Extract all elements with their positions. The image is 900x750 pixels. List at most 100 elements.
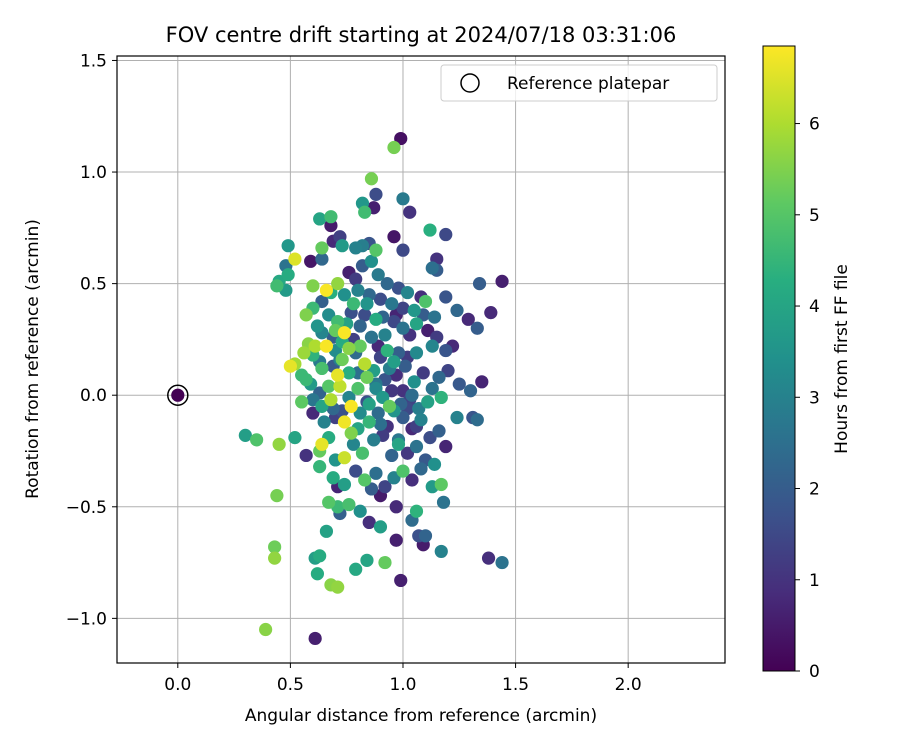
data-point <box>427 310 442 324</box>
data-point <box>337 288 352 302</box>
data-points <box>238 131 509 646</box>
data-point <box>396 321 410 335</box>
data-point <box>364 254 379 268</box>
data-point <box>364 172 379 186</box>
data-point <box>398 359 412 373</box>
data-point <box>387 471 401 485</box>
data-point <box>481 551 496 565</box>
data-point <box>409 439 424 454</box>
y-axis-label: Rotation from reference (arcmin) <box>23 219 43 499</box>
data-point <box>288 252 302 266</box>
data-point <box>326 471 340 485</box>
x-tick-label: 0.5 <box>277 675 304 695</box>
data-point <box>308 631 322 646</box>
data-point <box>364 330 379 344</box>
data-point <box>389 500 403 514</box>
y-tick-label: 1.0 <box>80 163 107 183</box>
data-point <box>315 437 329 451</box>
data-point <box>439 290 453 304</box>
data-point <box>423 223 437 237</box>
colorbar-ticks: 0 1 2 3 4 5 6 <box>795 115 820 682</box>
legend-marker-circle-icon <box>460 73 480 93</box>
data-point <box>371 406 385 420</box>
y-tick-label: 0.5 <box>80 275 107 295</box>
data-point <box>313 212 327 226</box>
data-point <box>418 529 433 543</box>
data-point <box>378 480 392 494</box>
data-point <box>394 573 408 588</box>
data-point <box>434 477 448 492</box>
data-point <box>358 205 372 219</box>
data-point <box>337 415 352 429</box>
data-point <box>299 448 313 463</box>
data-point <box>470 321 484 335</box>
data-point <box>337 451 352 465</box>
data-point <box>351 283 365 297</box>
data-point <box>378 328 392 342</box>
data-point <box>405 473 419 487</box>
data-point <box>376 390 390 405</box>
data-point <box>342 366 356 380</box>
data-point <box>337 477 352 492</box>
data-point <box>425 381 439 396</box>
colorbar-tick-label: 0 <box>809 662 820 682</box>
data-point <box>322 495 336 509</box>
data-point <box>369 381 383 396</box>
data-point <box>452 377 466 391</box>
y-tick-label: −1.0 <box>66 609 107 629</box>
data-point <box>270 279 284 293</box>
data-point <box>387 355 401 369</box>
data-point <box>281 239 295 253</box>
plot-frame <box>116 55 726 664</box>
data-point <box>421 395 435 409</box>
data-point <box>272 437 286 451</box>
data-point <box>409 317 424 331</box>
data-point <box>380 277 394 291</box>
data-point <box>414 462 428 476</box>
data-point <box>439 227 453 242</box>
legend: Reference platepar <box>440 64 718 102</box>
data-point <box>405 388 419 402</box>
data-point <box>342 497 356 512</box>
x-axis-ticks: 0.0 0.5 1.0 1.5 2.0 <box>164 663 642 695</box>
data-point <box>439 343 453 358</box>
data-point <box>407 303 421 318</box>
data-point <box>385 384 399 398</box>
data-point <box>394 131 408 146</box>
data-point <box>351 381 365 396</box>
data-point <box>238 428 252 442</box>
y-tick-label: 1.5 <box>80 51 107 71</box>
colorbar: 0 1 2 3 4 5 6 Hours from first FF file <box>762 45 852 682</box>
data-point <box>414 413 428 427</box>
data-point <box>295 395 309 409</box>
legend-box <box>440 64 718 102</box>
colorbar-tick-label: 6 <box>809 115 820 135</box>
data-point <box>342 341 356 355</box>
data-point <box>355 446 370 460</box>
data-point <box>387 140 401 155</box>
data-point <box>346 297 361 311</box>
legend-entry-reference-platepar: Reference platepar <box>507 74 669 94</box>
data-point <box>331 580 345 594</box>
data-point <box>396 243 410 257</box>
data-point <box>259 622 273 637</box>
data-point <box>380 343 394 358</box>
data-point <box>369 187 383 201</box>
data-point <box>358 357 372 371</box>
data-point <box>360 297 374 311</box>
data-point <box>304 254 318 268</box>
data-point <box>322 379 336 393</box>
colorbar-tick-label: 4 <box>809 297 820 317</box>
data-point <box>495 274 509 288</box>
data-point <box>439 439 453 454</box>
x-tick-label: 2.0 <box>615 675 642 695</box>
data-point <box>369 243 383 257</box>
data-point <box>387 314 401 329</box>
data-point <box>315 252 329 266</box>
data-point <box>432 424 446 438</box>
data-point <box>317 415 331 429</box>
grid-lines <box>117 56 725 663</box>
data-point <box>306 393 320 407</box>
data-point <box>358 473 372 487</box>
